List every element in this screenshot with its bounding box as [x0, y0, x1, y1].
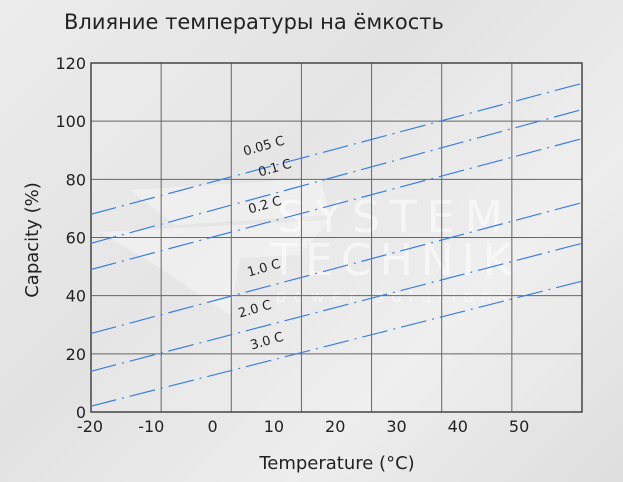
y-tick-label: 0 — [76, 403, 86, 422]
y-tick-label: 20 — [66, 345, 86, 364]
series-line — [90, 138, 583, 271]
x-tick-label: -20 — [77, 417, 103, 436]
y-tick-label: 100 — [55, 112, 86, 131]
x-tick-label: 10 — [264, 417, 284, 436]
y-axis-label: Capacity (%) — [22, 182, 43, 298]
series-line — [90, 108, 583, 244]
y-tick-label: 80 — [66, 170, 86, 189]
x-tick-label: 50 — [509, 417, 529, 436]
y-tick-label: 120 — [55, 54, 86, 73]
series-line — [90, 202, 583, 335]
series-line — [90, 242, 583, 372]
y-tick-label: 60 — [66, 229, 86, 248]
x-tick-label: 0 — [208, 417, 218, 436]
y-tick-label: 40 — [66, 287, 86, 306]
watermark-logo-text: SYSTEM — [277, 192, 512, 243]
x-tick-label: 40 — [448, 417, 468, 436]
watermark-logo-text: power solutions — [275, 287, 514, 307]
x-tick-label: 30 — [386, 417, 406, 436]
x-axis-label: Temperature (°C) — [258, 453, 414, 474]
x-tick-label: 20 — [325, 417, 345, 436]
watermark-logo-icon — [100, 178, 330, 315]
chart-title: Влияние температуры на ёмкость — [64, 10, 444, 34]
series-line — [90, 82, 583, 215]
watermark-logo-text: TECHNIK — [269, 235, 519, 286]
series-line — [90, 280, 583, 407]
plot-border — [90, 62, 583, 413]
x-tick-label: -10 — [138, 417, 164, 436]
